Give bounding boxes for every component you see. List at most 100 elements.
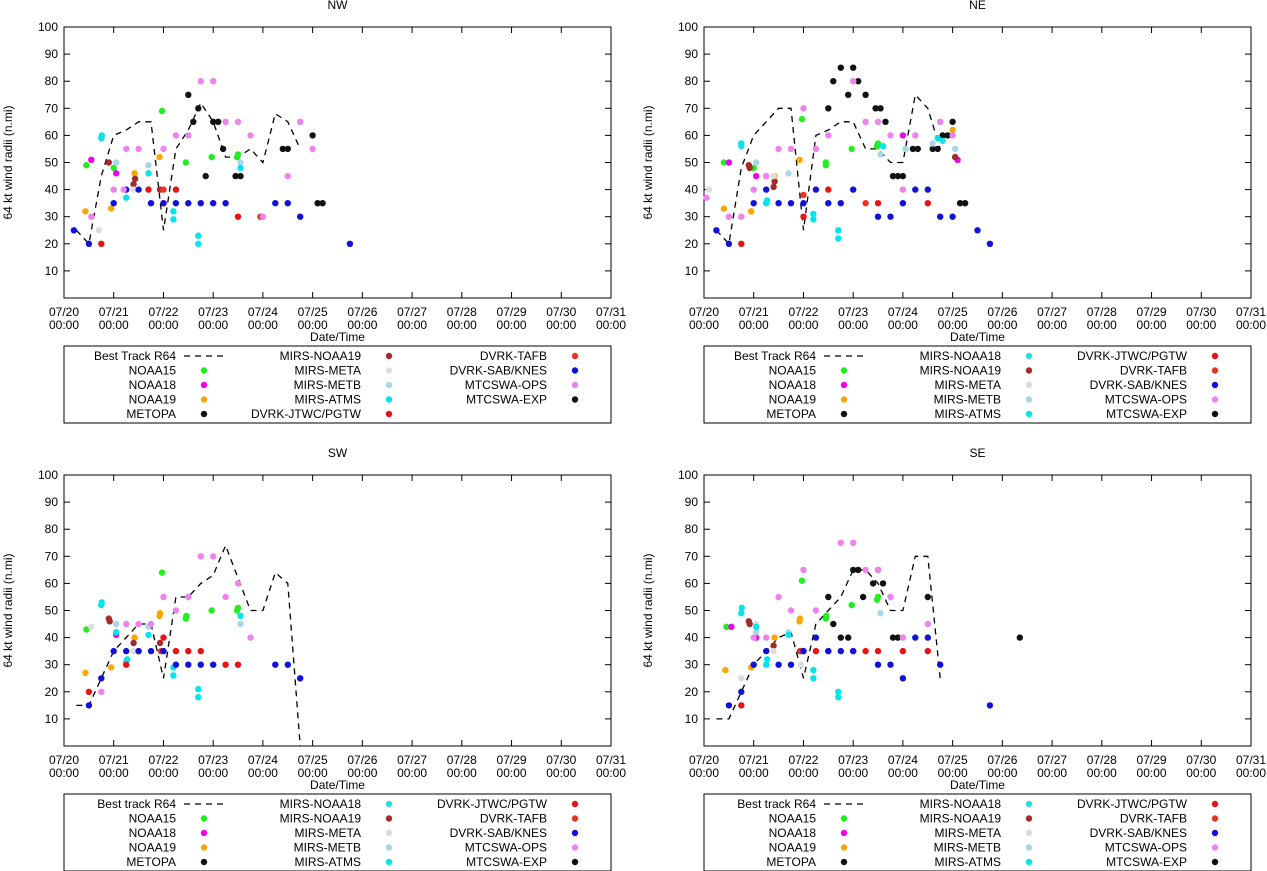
panel-ne: NE10203040506070809010007/2000:0007/2100…	[641, 0, 1266, 424]
point-noaa19	[156, 610, 164, 617]
legend-item: METOPA	[766, 407, 848, 421]
y-tick-label: 50	[685, 156, 699, 170]
x-tick-time: 00:00	[49, 318, 79, 332]
legend-item: NOAA15	[769, 812, 848, 826]
x-tick-date: 07/29	[1137, 305, 1167, 319]
legend-point-swatch	[840, 829, 848, 837]
legend-point-swatch	[1025, 815, 1033, 822]
legend-label: DVRK-TAFB	[480, 349, 547, 363]
point-mtcswa-ops	[222, 593, 229, 601]
x-tick-time: 00:00	[689, 318, 719, 332]
legend-label: METOPA	[126, 855, 176, 869]
point-mtcswa-ops	[899, 186, 907, 193]
legend-item: NOAA15	[129, 364, 208, 378]
legend-label: DVRK-TAFB	[480, 812, 547, 826]
x-tick-date: 07/31	[596, 305, 626, 319]
point-noaa18	[753, 172, 760, 180]
legend-point-swatch	[840, 396, 848, 403]
point-metopa	[830, 78, 837, 85]
point-metopa	[850, 566, 857, 574]
legend-label: MTCSWA-OPS	[1105, 393, 1187, 407]
legend-point-swatch	[1025, 352, 1033, 360]
legend-point-swatch	[200, 396, 208, 403]
point-mtcswa-ops	[837, 539, 844, 546]
point-metopa	[1016, 634, 1023, 641]
point-metopa	[279, 145, 286, 153]
legend-point-swatch	[1211, 829, 1219, 837]
x-tick-time: 00:00	[1037, 766, 1067, 780]
point-mtcswa-ops	[185, 593, 192, 601]
x-tick-time: 00:00	[1236, 766, 1266, 780]
x-tick-date: 07/22	[148, 753, 178, 767]
point-dvrk-jtwc-pgtw	[738, 702, 745, 709]
point-metopa	[894, 172, 902, 180]
x-tick-time: 00:00	[497, 318, 527, 332]
x-tick-date: 07/25	[938, 753, 968, 767]
best-track-line	[715, 93, 941, 246]
point-mtcswa-ops	[899, 634, 907, 641]
x-tick-date: 07/29	[1137, 753, 1167, 767]
point-mirs-atms	[835, 235, 842, 242]
x-tick-time: 00:00	[1186, 766, 1216, 780]
x-tick-date: 07/27	[397, 305, 427, 319]
legend-label: MTCSWA-EXP	[466, 393, 547, 407]
x-tick-time: 00:00	[1137, 766, 1167, 780]
point-mirs-noaa19	[156, 639, 164, 647]
point-mirs-noaa19	[770, 642, 777, 649]
point-metopa	[899, 172, 907, 180]
point-dvrk-sab-knes	[825, 647, 832, 655]
point-mirs-metb	[929, 140, 936, 147]
point-mirs-atms	[835, 694, 842, 701]
legend-point-swatch	[200, 367, 208, 374]
point-dvrk-sab-knes	[98, 675, 105, 682]
point-noaa15	[83, 626, 90, 633]
x-tick-time: 00:00	[248, 318, 278, 332]
y-tick-label: 90	[685, 495, 699, 509]
legend-item: NOAA18	[129, 826, 208, 840]
point-noaa18	[725, 159, 733, 166]
legend-item: MTCSWA-OPS	[1105, 393, 1219, 407]
point-dvrk-sab-knes	[147, 647, 155, 655]
legend-label: Best track R64	[737, 797, 816, 811]
point-mirs-atms	[170, 672, 177, 679]
legend-label: MIRS-ATMS	[295, 393, 361, 407]
legend-point-swatch	[385, 858, 393, 866]
y-axis-label: 64 kt wind radii (n.mi)	[641, 105, 655, 219]
point-dvrk-sab-knes	[284, 661, 291, 668]
y-tick-label: 60	[45, 576, 59, 590]
point-mtcswa-ops	[862, 118, 869, 126]
point-metopa	[855, 566, 862, 574]
point-dvrk-sab-knes	[222, 200, 229, 207]
point-noaa15	[234, 604, 242, 611]
legend-frame	[63, 345, 612, 424]
point-dvrk-sab-knes	[899, 675, 907, 682]
point-metopa	[284, 145, 291, 153]
point-dvrk-sab-knes	[850, 647, 857, 655]
x-tick-time: 00:00	[298, 318, 328, 332]
legend-point-swatch	[1211, 396, 1219, 403]
legend-label: Best Track R64	[734, 349, 816, 363]
y-tick-label: 40	[45, 631, 59, 645]
point-mtcswa-ops	[874, 118, 882, 126]
legend-label: MIRS-METB	[294, 841, 361, 855]
point-mirs-atms	[145, 631, 152, 639]
point-metopa	[210, 118, 217, 126]
point-mtcswa-ops	[775, 145, 782, 153]
x-tick-time: 00:00	[1236, 318, 1266, 332]
point-dvrk-sab-knes	[110, 200, 117, 207]
legend-point-swatch	[200, 815, 208, 822]
legend-frame	[703, 793, 1252, 871]
point-dvrk-sab-knes	[912, 634, 919, 641]
legend-label: METOPA	[766, 407, 816, 421]
legend-point-swatch	[571, 800, 579, 808]
legend-point-swatch	[1025, 858, 1033, 866]
legend-point-swatch	[385, 844, 393, 851]
point-mtcswa-ops	[763, 634, 770, 641]
legend-point-swatch	[1211, 410, 1219, 418]
point-dvrk-jtwc-pgtw	[145, 186, 152, 193]
point-mtcswa-ops	[284, 172, 291, 180]
panel-title: SE	[969, 446, 985, 460]
point-mirs-atms	[879, 143, 887, 150]
point-mtcswa-ops	[222, 118, 229, 126]
